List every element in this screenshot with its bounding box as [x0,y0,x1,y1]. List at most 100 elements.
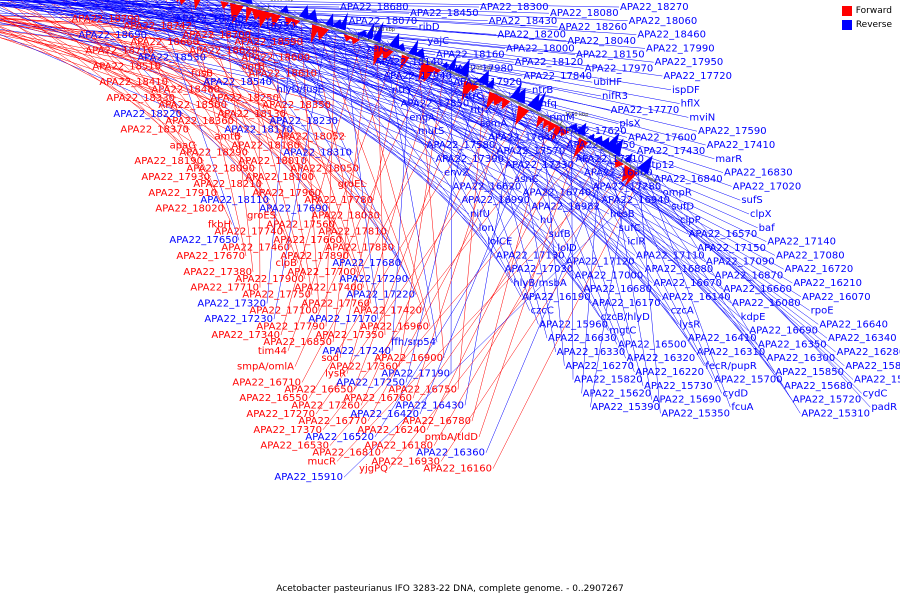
leader-line [64,0,219,193]
gene-label: APA22_16880 [645,264,714,275]
gene-feature [614,158,625,168]
gene-label: APA22_16240 [357,425,426,436]
gene-label: APA22_16180 [364,441,433,452]
leader-line [136,0,636,152]
leader-line [240,0,688,235]
leader-line [139,0,575,160]
gene-feature [179,0,186,5]
leader-line [206,1,351,257]
leader-line [577,127,644,386]
gene-feature [356,30,369,39]
gene-label: APA22_16420 [350,409,419,420]
gene-label: APA22_18210 [193,179,262,190]
leader-line [471,124,548,422]
gene-feature [548,120,558,133]
gene-label: pmbA/tldD [425,432,479,443]
gene-label: hlyD/fusE [277,84,325,95]
leader-line [104,0,278,216]
leader-line [457,93,485,390]
leader-line [131,0,689,118]
gene-label: APA22_17120 [566,257,635,268]
gene-label: APA22_16270 [565,361,634,372]
leader-line [81,0,488,138]
gene-label: amtB [214,132,241,143]
leader-line [405,89,477,383]
leader-line [654,174,871,408]
gene-label: asmA [479,119,507,130]
gene-label: APA22_18300 [480,2,549,13]
gene-label: APA22_17770 [611,105,680,116]
gene-label: APA22_18080 [550,8,619,19]
gene-label: APA22_16340 [828,333,897,344]
leader-line [595,137,854,380]
leader-line [259,1,627,242]
gene-label: APA22_17910 [148,188,217,199]
gene-label: APA22_16850 [263,337,332,348]
gene-label: APA22_15850 [775,367,844,378]
gene-label: APA22_16660 [723,284,792,295]
leader-line [44,0,409,118]
leader-line [47,0,264,185]
leader-line [0,22,274,83]
gene-label: APA22_18750 [227,21,296,32]
leader-line [360,31,653,284]
gene-label: APA22_17270 [246,409,315,420]
gene-label: APA22_17990 [646,43,715,54]
gene-label: APA22_16770 [298,416,367,427]
leader-line [89,0,654,63]
leader-line [222,0,680,221]
gene-label: APA22_18150 [576,50,645,61]
gene-feature [194,0,201,10]
gene-label: ntrB [532,85,553,96]
gene-label: APA22_16500 [618,339,687,350]
gene-label: marR [715,154,742,165]
gene-label: APA22_17570 [497,146,566,157]
leader-line [353,28,583,290]
gene-label: pfpI [357,30,376,41]
gene-label: APA22_16310 [697,347,766,358]
gene-label: hflX [681,99,701,110]
gene-feature [501,97,511,110]
leader-line [266,3,697,249]
gene-label: clpP [680,215,701,226]
gene-label: APA22_16430 [395,400,464,411]
leader-line [377,49,386,336]
gene-feature [536,115,546,128]
gene-label: APA22_18180 [231,140,300,151]
gene-label: atp12 [645,160,674,171]
gene-label: APA22_18250 [210,93,279,104]
gene-label: APA22_17020 [733,181,802,192]
leader-line [141,0,514,180]
gene-label: APA22_18060 [629,16,698,27]
gene-label: nifU [470,209,490,220]
gene-label: APA22_17170 [308,314,377,325]
gene-label: asnC [514,174,539,185]
leader-line [157,0,706,146]
leader-line [20,0,354,153]
leader-line [9,0,480,8]
gene-label: APA22_16570 [689,229,758,240]
gene-label: APA22_17140 [767,237,836,248]
gene-label: APA22_17690 [259,204,328,215]
gene-label: APA22_15620 [583,388,652,399]
gene-label: APA22_15650 [854,375,900,386]
gene-label: APA22_17370 [253,425,322,436]
gene-label: APA22_18160 [436,50,505,61]
gene-label: APA22_17110 [636,250,705,261]
leader-line [380,38,522,297]
gene-feature [624,152,633,164]
leader-line [0,19,326,90]
leader-line [440,173,633,462]
gene-label: APA22_16900 [374,353,443,364]
gene-label: APA22_17970 [585,63,654,74]
leader-line [88,0,610,111]
gene-feature [372,21,384,43]
gene-label: hesB [610,209,635,220]
leader-line [150,0,452,187]
leader-line [412,50,530,311]
gene-label: ribD [419,22,440,33]
gene-label: APA22_16160 [423,464,492,475]
gene-label: APA22_16550 [239,393,308,404]
leader-line [128,0,444,173]
gene-label: APA22_15390 [591,402,660,413]
